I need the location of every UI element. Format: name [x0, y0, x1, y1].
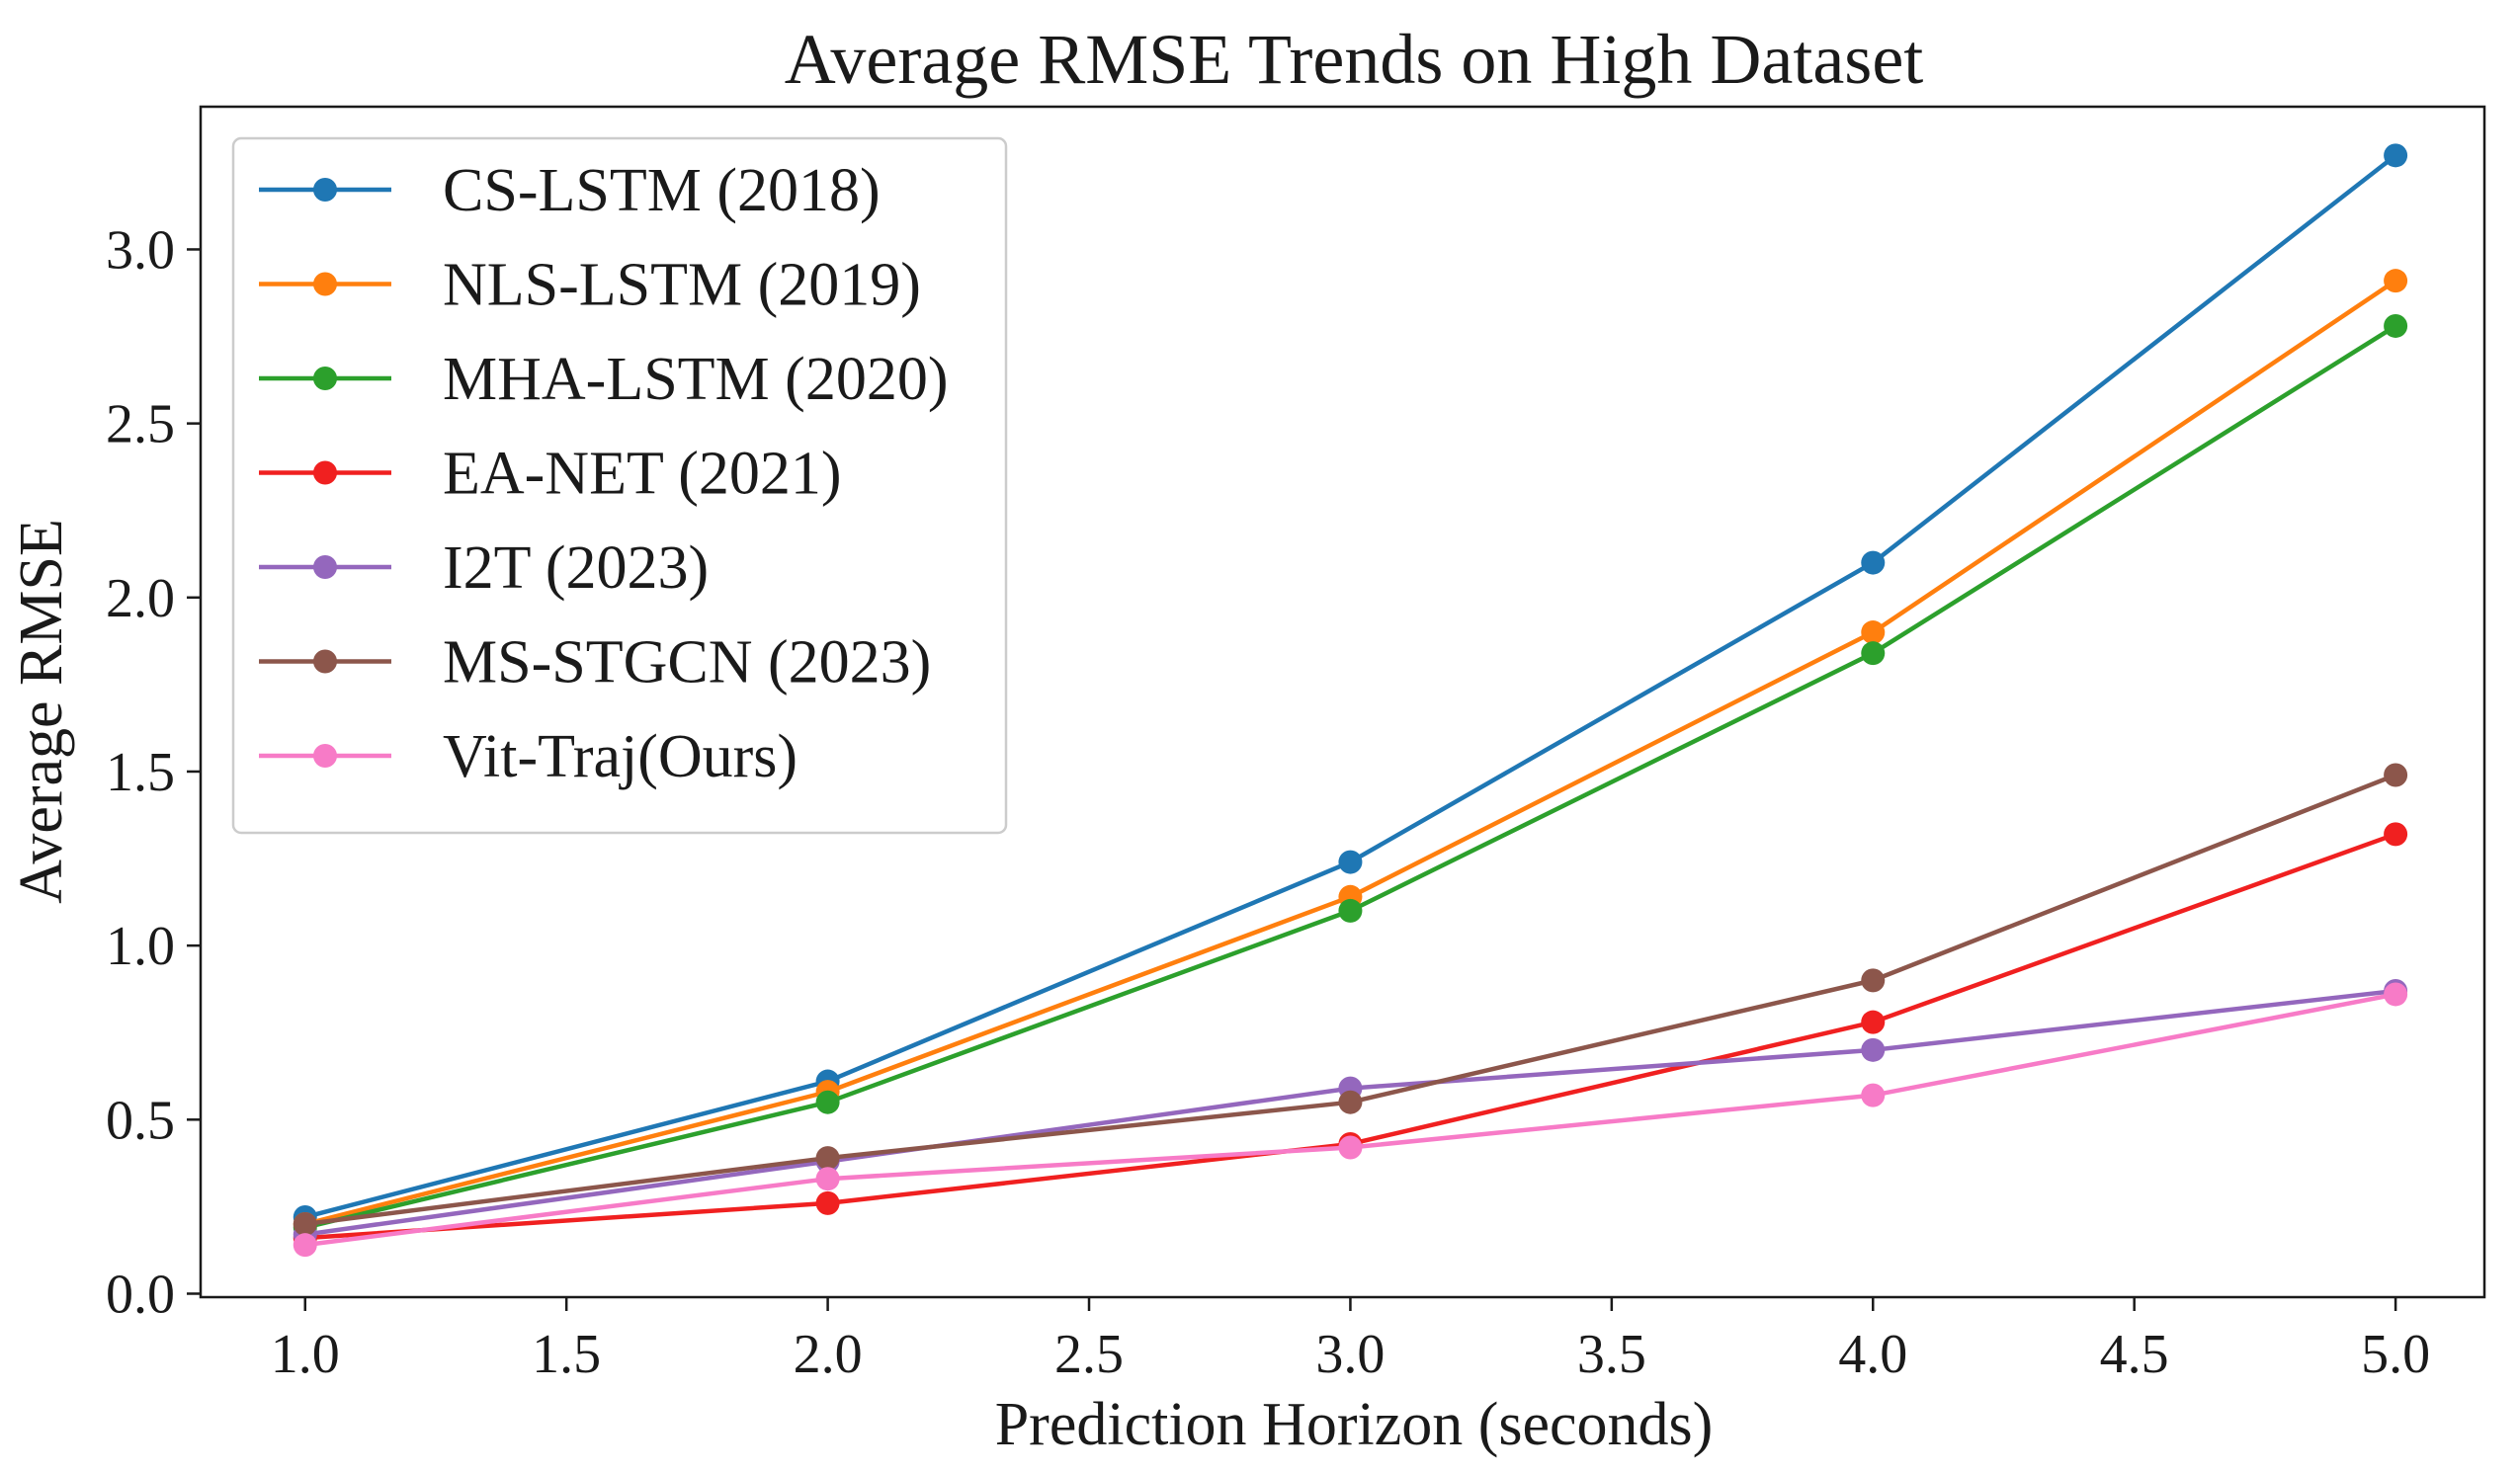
data-point-series-2	[1861, 641, 1886, 666]
data-point-series-3	[1861, 1010, 1886, 1034]
data-point-series-1	[2384, 269, 2408, 293]
data-point-series-6	[1338, 1135, 1363, 1160]
data-point-series-2	[2384, 313, 2408, 338]
y-tick-label: 3.0	[106, 219, 175, 281]
y-tick-label: 1.0	[106, 916, 175, 977]
data-point-series-5	[2384, 763, 2408, 787]
data-point-series-5	[293, 1212, 317, 1237]
y-tick-label: 1.5	[106, 742, 175, 803]
data-point-series-6	[815, 1167, 840, 1191]
x-tick-label: 3.0	[1315, 1324, 1385, 1385]
legend: CS-LSTM (2018) NLS-LSTM (2019) MHA-LSTM (2…	[231, 136, 1008, 835]
data-point-series-6	[293, 1233, 317, 1258]
y-tick-label: 2.0	[106, 568, 175, 629]
data-point-series-2	[815, 1090, 840, 1114]
x-tick-label: 1.5	[532, 1324, 601, 1385]
x-tick-label: 5.0	[2361, 1324, 2430, 1385]
plot-frame	[199, 105, 2486, 1299]
x-axis-label: Prediction Horizon (seconds)	[995, 1391, 1714, 1458]
data-point-series-0	[1861, 550, 1886, 575]
y-tick-label: 2.5	[106, 394, 175, 455]
legend-entry-label: CS-LSTM (2018)	[443, 157, 881, 224]
x-tick-label: 4.0	[1838, 1324, 1907, 1385]
data-point-series-6	[2384, 982, 2408, 1007]
legend-swatch-marker	[313, 555, 337, 579]
y-axis-label: Average RMSE	[8, 519, 75, 904]
legend-swatch-marker	[313, 460, 337, 485]
data-point-series-3	[815, 1190, 840, 1215]
y-tick-label: 0.0	[106, 1264, 175, 1325]
data-point-series-5	[1338, 1090, 1363, 1114]
legend-swatch-marker	[313, 367, 337, 390]
legend-entry-label: Vit-Traj(Ours)	[443, 723, 798, 790]
data-point-series-0	[1338, 850, 1363, 874]
legend-entry-label: MHA-LSTM (2020)	[443, 346, 948, 413]
y-tick-label: 0.5	[106, 1090, 175, 1151]
data-point-series-5	[1861, 968, 1886, 993]
axes: 1.0 1.5 2.0 2.5 3.0 3.5 4.0 4.5 5.0 0.0 0.5 1.0 1.5 2…	[106, 105, 2486, 1385]
legend-swatch-marker	[313, 272, 337, 296]
chart-title: Average RMSE Trends on High Dataset	[785, 20, 1924, 99]
data-point-series-4	[1861, 1037, 1886, 1062]
legend-swatch-marker	[313, 178, 337, 202]
x-tick-label: 2.5	[1054, 1324, 1124, 1385]
data-point-series-2	[1338, 898, 1363, 923]
legend-box	[231, 136, 1008, 835]
legend-swatch-marker	[313, 744, 337, 768]
x-tick-label: 2.0	[794, 1324, 863, 1385]
data-point-series-0	[2384, 143, 2408, 168]
x-tick-label: 1.0	[271, 1324, 340, 1385]
legend-entry-label: NLS-LSTM (2019)	[443, 252, 921, 319]
x-tick-label: 4.5	[2100, 1324, 2169, 1385]
series-line-6	[302, 992, 2398, 1248]
plot-area	[293, 143, 2408, 1258]
legend-swatch-marker	[313, 649, 337, 674]
x-tick-label: 3.5	[1577, 1324, 1646, 1385]
data-point-series-3	[2384, 822, 2408, 847]
legend-entry-label: EA-NET (2021)	[443, 441, 841, 508]
legend-entry-label: I2T (2023)	[443, 534, 709, 602]
data-point-series-6	[1861, 1083, 1886, 1107]
data-point-series-5	[815, 1146, 840, 1171]
data-point-series-1	[1861, 620, 1886, 645]
legend-entry-label: MS-STGCN (2023)	[443, 629, 931, 696]
